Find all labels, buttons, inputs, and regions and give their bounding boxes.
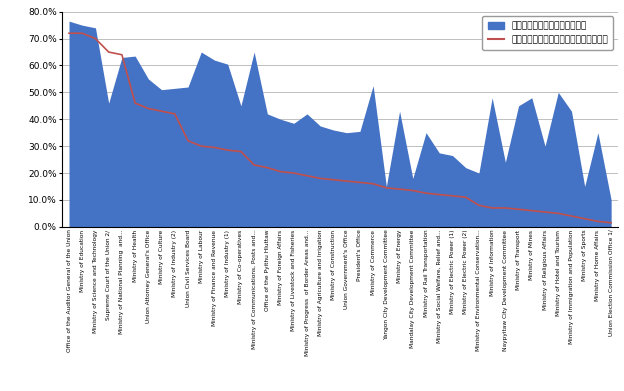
- Legend: 全職員に占める女性職員の割合, 課長補佐級以上に占める女性職員の割合: 全職員に占める女性職員の割合, 課長補佐級以上に占める女性職員の割合: [482, 16, 613, 50]
